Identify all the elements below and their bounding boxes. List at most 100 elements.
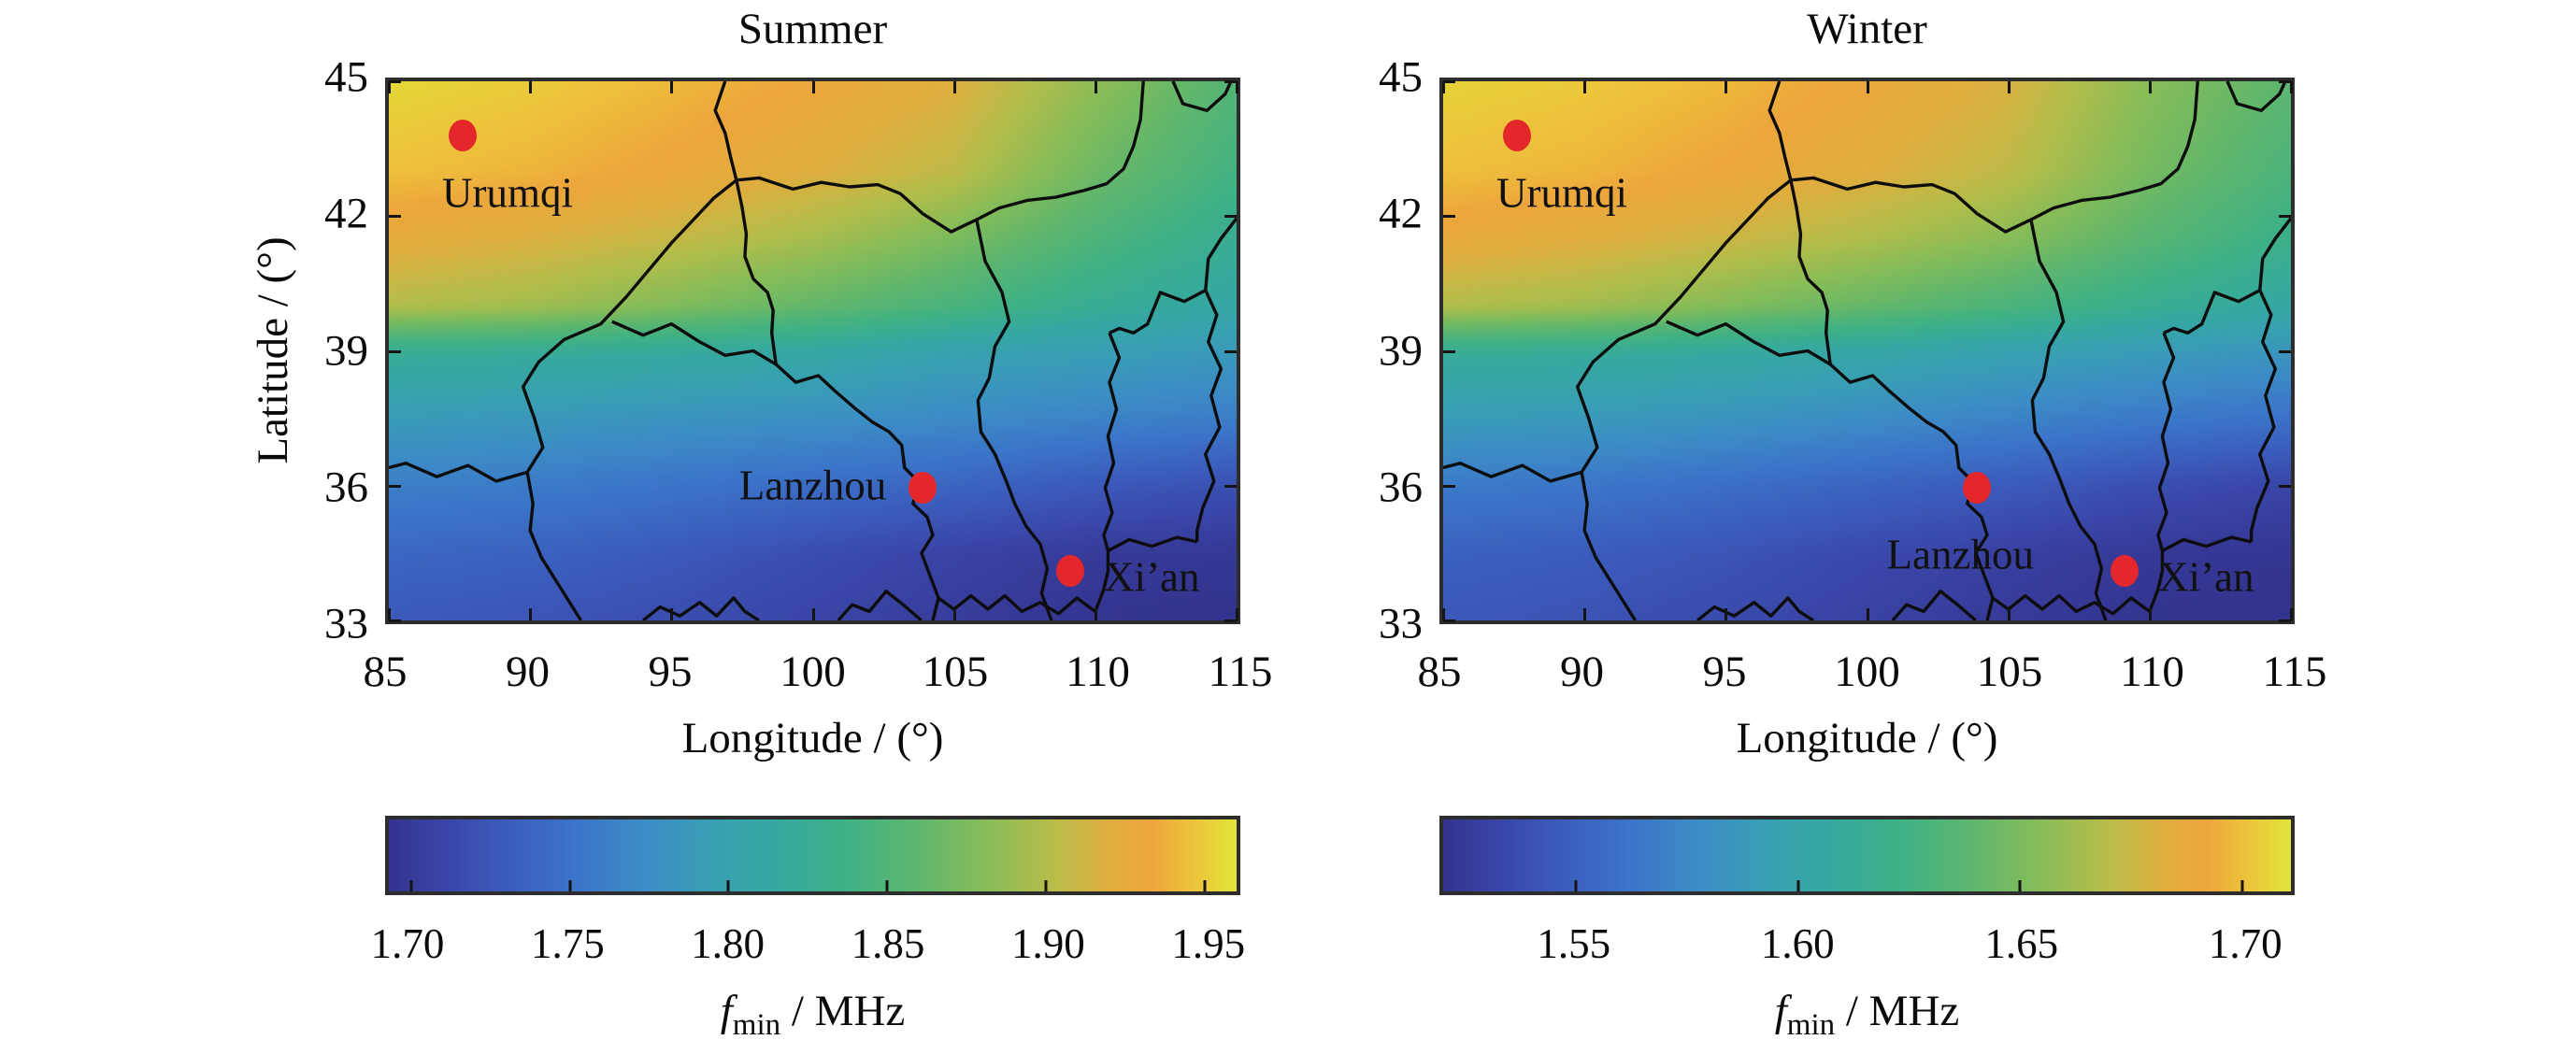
border-polyline <box>838 591 922 620</box>
border-polyline <box>2031 220 2106 620</box>
axis-tick-mark <box>529 81 533 93</box>
colorbar-tick-label: 1.90 <box>1011 920 1085 967</box>
border-polyline <box>737 180 776 364</box>
colorbar-tick-mark <box>568 880 572 891</box>
map-plot-winter: Urumqi Lanzhou Xi’an <box>1439 78 2295 624</box>
axis-tick-mark <box>2279 349 2291 353</box>
city-marker <box>1502 119 1531 151</box>
border-polyline <box>1697 598 1813 620</box>
border-polyline <box>938 550 1108 613</box>
city-marker <box>909 472 937 505</box>
x-tick-label: 115 <box>1208 648 1273 696</box>
axis-tick-mark <box>670 608 674 620</box>
axis-tick-mark <box>1236 81 1238 93</box>
axis-tick-mark <box>2007 81 2011 93</box>
border-polyline <box>2164 219 2291 334</box>
axis-tick-mark <box>2148 608 2152 620</box>
border-polyline <box>2158 333 2252 550</box>
colorbar-tick-mark <box>409 880 413 891</box>
border-polyline <box>1893 591 1976 620</box>
border-polyline <box>1173 81 1231 110</box>
axis-tick-mark <box>1094 608 1097 620</box>
axis-tick-mark <box>2290 608 2293 620</box>
fmin-symbol: f <box>1774 987 1787 1035</box>
border-polyline <box>2252 291 2276 542</box>
x-tick-label: 100 <box>1834 648 1900 696</box>
axis-tick-mark <box>1443 215 1455 219</box>
x-axis-title-summer: Longitude / (°) <box>681 714 944 762</box>
border-polyline <box>1791 180 1830 364</box>
city-label: Xi’an <box>1104 553 1200 601</box>
colorbar-tick-mark <box>885 880 889 891</box>
y-tick-label: 45 <box>1379 52 1423 102</box>
border-polyline <box>1109 219 1237 334</box>
x-axis-title-winter: Longitude / (°) <box>1736 714 1998 762</box>
x-tick-label: 115 <box>2262 648 2327 696</box>
city-label: Lanzhou <box>738 462 887 509</box>
colorbar-gradient <box>1443 819 2291 891</box>
colorbar-tick-label: 1.85 <box>851 920 925 967</box>
panel-title-summer: Summer <box>737 5 888 53</box>
colorbar-tick-mark <box>1044 880 1048 891</box>
axis-tick-mark <box>529 608 533 620</box>
axis-tick-mark <box>1094 81 1097 93</box>
axis-tick-mark <box>389 484 401 488</box>
border-polyline <box>612 321 938 620</box>
colorbar-tick-label: 1.75 <box>530 920 605 967</box>
axis-tick-mark <box>1224 349 1237 353</box>
y-tick-label: 36 <box>324 463 368 512</box>
x-tick-label: 95 <box>1702 648 1747 696</box>
fmin-unit: / MHz <box>780 987 906 1035</box>
city-label: Urumqi <box>1496 169 1627 217</box>
axis-tick-mark <box>1443 484 1455 488</box>
province-borders-svg <box>1443 81 2291 620</box>
border-polyline <box>527 472 580 620</box>
city-label: Urumqi <box>441 169 573 217</box>
x-tick-label: 100 <box>780 648 846 696</box>
axis-tick-mark <box>388 81 391 93</box>
axis-tick-mark <box>952 608 956 620</box>
axis-tick-mark <box>1236 608 1238 620</box>
axis-tick-mark <box>2279 80 2291 83</box>
y-tick-label: 36 <box>1379 463 1423 512</box>
border-polyline <box>1993 550 2162 613</box>
x-tick-label: 110 <box>1066 648 1130 696</box>
axis-tick-mark <box>2279 484 2291 488</box>
y-axis-title: Latitude / (°) <box>249 236 297 464</box>
axis-tick-mark <box>1866 81 1869 93</box>
colorbar-gradient <box>389 819 1237 891</box>
axis-tick-mark <box>1724 81 1728 93</box>
axis-tick-mark <box>2148 81 2152 93</box>
axis-tick-mark <box>1583 81 1587 93</box>
colorbar-tick-mark <box>2240 880 2244 891</box>
y-tick-label: 42 <box>1379 189 1423 238</box>
axis-tick-mark <box>1866 608 1869 620</box>
colorbar-tick-mark <box>1574 880 1578 891</box>
city-marker <box>2110 555 2139 588</box>
colorbar-tick-label: 1.95 <box>1171 920 1246 967</box>
y-tick-label: 42 <box>324 189 368 238</box>
colorbar-tick-label: 1.55 <box>1537 920 1611 967</box>
axis-tick-mark <box>2279 620 2291 622</box>
x-tick-label: 90 <box>1560 648 1604 696</box>
axis-tick-mark <box>1224 215 1237 219</box>
x-tick-label: 85 <box>363 648 408 696</box>
border-polyline <box>977 220 1052 620</box>
axis-tick-mark <box>811 608 815 620</box>
axis-tick-mark <box>2279 215 2291 219</box>
axis-tick-mark <box>388 608 391 620</box>
colorbar-tick-mark <box>1203 880 1207 891</box>
city-marker <box>448 119 477 151</box>
colorbar-tick-mark <box>2018 880 2022 891</box>
axis-tick-mark <box>1224 484 1237 488</box>
axis-tick-mark <box>2290 81 2293 93</box>
axis-tick-mark <box>389 80 401 83</box>
colorbar-winter <box>1439 816 2295 895</box>
fmin-subscript: min <box>1786 1008 1836 1042</box>
axis-tick-mark <box>670 81 674 93</box>
province-borders-svg <box>389 81 1237 620</box>
axis-tick-mark <box>1443 349 1455 353</box>
y-tick-label: 33 <box>1379 599 1423 648</box>
axis-tick-mark <box>1583 608 1587 620</box>
